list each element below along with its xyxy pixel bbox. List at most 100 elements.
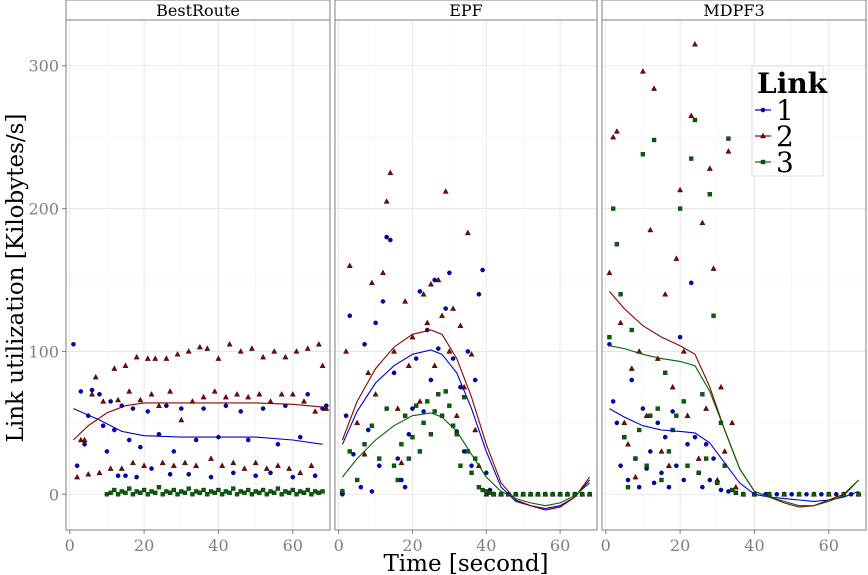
- data-point-link-2: [673, 255, 680, 261]
- data-point-link-3: [729, 487, 735, 493]
- data-point-link-3: [484, 489, 489, 494]
- data-point-link-1: [670, 409, 675, 414]
- data-point-link-3: [543, 492, 548, 497]
- data-point-link-1: [223, 403, 229, 409]
- data-point-link-2: [647, 226, 654, 233]
- y-tick-label: 300: [28, 57, 59, 76]
- data-point-link-2: [200, 393, 207, 400]
- data-point-link-1: [395, 456, 401, 461]
- data-point-link-2: [365, 369, 372, 376]
- data-point-link-3: [197, 490, 203, 496]
- data-point-link-3: [164, 489, 169, 494]
- x-tick-label: 0: [65, 536, 75, 555]
- data-point-link-2: [420, 291, 427, 297]
- data-point-link-2: [483, 491, 490, 497]
- data-point-link-1: [447, 270, 452, 276]
- data-point-link-3: [741, 492, 746, 497]
- data-point-link-2: [680, 348, 687, 354]
- y-tick-label: 200: [28, 200, 59, 219]
- data-point-link-2: [252, 459, 259, 466]
- data-point-link-3: [498, 492, 504, 497]
- data-point-link-1: [472, 377, 478, 383]
- data-point-link-1: [193, 437, 199, 443]
- data-point-link-2: [96, 469, 103, 476]
- data-point-link-3: [362, 442, 367, 447]
- data-point-link-1: [436, 346, 441, 351]
- data-point-link-1: [391, 370, 397, 376]
- data-point-link-2: [148, 391, 155, 397]
- data-point-link-3: [700, 392, 705, 397]
- data-point-link-3: [715, 480, 720, 486]
- x-tick-label: 60: [283, 536, 303, 555]
- data-point-link-3: [294, 492, 299, 497]
- data-point-link-3: [782, 492, 787, 497]
- data-point-link-1: [260, 406, 266, 411]
- data-point-link-2: [703, 405, 710, 411]
- data-point-link-3: [104, 492, 110, 497]
- data-point-link-1: [358, 484, 364, 490]
- data-point-link-2: [617, 319, 624, 326]
- data-point-link-1: [126, 437, 132, 443]
- data-point-link-1: [402, 484, 408, 490]
- data-point-link-3: [257, 490, 262, 496]
- data-point-link-3: [796, 492, 802, 497]
- data-point-link-2: [204, 345, 211, 351]
- data-point-link-2: [282, 353, 289, 360]
- data-point-link-3: [726, 136, 731, 141]
- data-point-link-3: [190, 492, 195, 497]
- legend-box: [751, 65, 824, 177]
- data-point-link-1: [130, 406, 136, 411]
- data-point-link-3: [138, 490, 143, 496]
- trend-line-link-1: [341, 349, 591, 510]
- data-point-link-3: [614, 242, 620, 247]
- data-point-link-1: [297, 434, 303, 440]
- data-point-link-3: [618, 292, 623, 297]
- data-point-link-1: [186, 471, 192, 477]
- legend-key-marker: [760, 132, 766, 139]
- y-tick-label: 0: [49, 485, 59, 504]
- data-point-link-3: [663, 370, 668, 376]
- data-point-link-3: [298, 489, 303, 494]
- data-point-link-1: [275, 441, 281, 447]
- data-point-link-2: [308, 462, 315, 468]
- data-point-link-2: [89, 391, 95, 397]
- data-point-link-2: [625, 441, 631, 447]
- data-point-link-3: [767, 492, 772, 497]
- trend-line-link-1: [73, 408, 323, 445]
- x-tick-label: 60: [550, 536, 570, 555]
- data-point-link-2: [286, 465, 293, 471]
- data-point-link-1: [365, 427, 371, 433]
- data-point-link-3: [480, 487, 485, 493]
- data-point-link-3: [674, 413, 679, 418]
- data-point-link-3: [205, 492, 210, 497]
- data-point-link-2: [639, 68, 646, 74]
- data-point-link-3: [655, 406, 660, 411]
- data-point-link-1: [376, 463, 382, 469]
- legend-label-1: 1: [776, 94, 794, 127]
- data-point-link-1: [380, 299, 386, 304]
- data-point-link-3: [145, 492, 150, 497]
- data-point-link-2: [662, 291, 669, 297]
- data-point-link-1: [685, 441, 690, 447]
- data-point-link-3: [119, 489, 124, 494]
- data-point-link-2: [628, 365, 635, 371]
- data-point-link-1: [145, 409, 151, 414]
- legend-label-3: 3: [776, 146, 794, 179]
- data-point-link-3: [182, 490, 188, 496]
- data-point-link-3: [260, 487, 266, 493]
- data-point-link-2: [710, 265, 717, 271]
- legend-key-marker: [760, 159, 766, 165]
- data-point-link-1: [388, 237, 393, 243]
- plot-area: [66, 20, 330, 530]
- data-point-link-2: [658, 448, 665, 454]
- panel-title: EPF: [449, 1, 483, 20]
- data-point-link-3: [462, 394, 467, 400]
- data-point-link-1: [640, 406, 646, 411]
- data-point-link-3: [580, 492, 585, 497]
- data-point-link-3: [186, 486, 191, 491]
- data-point-link-1: [290, 474, 296, 480]
- data-point-link-2: [409, 333, 416, 340]
- legend-label-2: 2: [776, 120, 794, 153]
- data-point-link-2: [185, 348, 192, 354]
- data-point-link-1: [428, 377, 434, 383]
